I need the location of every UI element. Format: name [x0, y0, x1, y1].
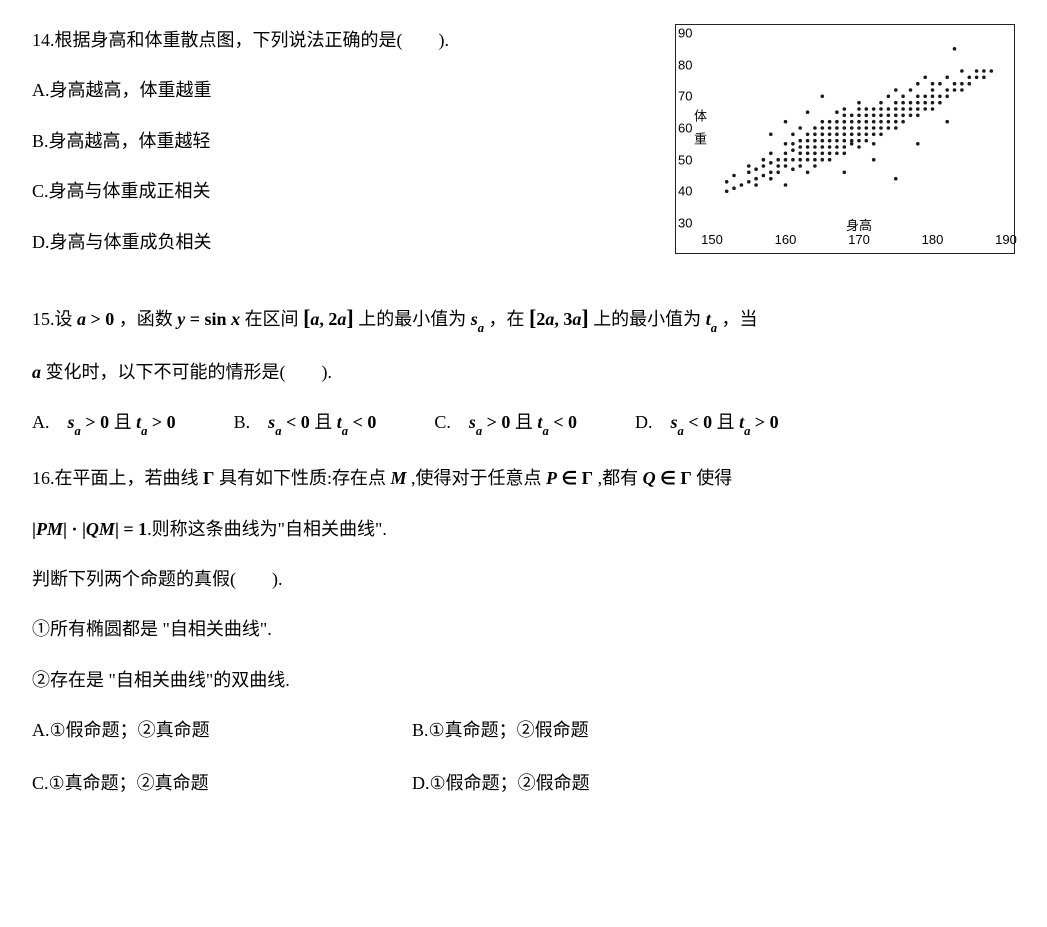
- q15-int2-r: ]: [581, 305, 588, 330]
- q16-qm: QM: [86, 519, 115, 539]
- q16-stem-line1: 16.在平面上，若曲线 Γ 具有如下性质:存在点 M ,使得对于任意点 P ∈ …: [32, 462, 1015, 494]
- q16-p2: ②存在是 "自相关曲线"的双曲线.: [32, 664, 1015, 696]
- q15-a-expr: sa > 0 且 ta > 0: [68, 412, 176, 432]
- q16-abs2c: |: [115, 519, 119, 539]
- q15-option-d: D. sa < 0 且 ta > 0: [635, 406, 779, 440]
- q16-m: M: [390, 468, 406, 488]
- q16-abs1c: |: [63, 519, 67, 539]
- q16-judge: 判断下列两个命题的真假( ).: [32, 563, 1015, 595]
- q14-options: A.身高越高，体重越重 B.身高越高，体重越轻 C.身高与体重成正相关 D.身高…: [32, 74, 655, 258]
- q16-option-a: A.①假命题；②真命题: [32, 714, 392, 746]
- q16-dot: ·: [71, 519, 77, 539]
- q15-sa: sa: [471, 309, 484, 329]
- q16-p: P: [546, 468, 557, 488]
- q16-in1: ∈: [561, 468, 577, 488]
- question-15: 15.设 a > 0 ，函数 y = sin x 在区间 [a, 2a] 上的最…: [32, 298, 1015, 440]
- q15-int1-r: ]: [346, 305, 353, 330]
- q16-pm: PM: [36, 519, 63, 539]
- q15-int2-c: 2a, 3a: [536, 309, 581, 329]
- q14-option-a: A.身高越高，体重越重: [32, 74, 655, 106]
- q16-options: A.①假命题；②真命题 B.①真命题；②假命题 C.①真命题；②真命题 D.①假…: [32, 714, 1015, 799]
- q16-number: 16.: [32, 468, 55, 488]
- q15-p1: 设: [55, 309, 73, 329]
- q16-p1: ①所有椭圆都是 "自相关曲线".: [32, 613, 1015, 645]
- q16-gamma3: Γ: [680, 468, 691, 488]
- q15-p6: 上的最小值为: [593, 309, 701, 329]
- q16-l1d: ,都有: [598, 468, 639, 488]
- q15-b-expr: sa < 0 且 ta < 0: [268, 412, 376, 432]
- question-14: 14.根据身高和体重散点图，下列说法正确的是( ). A.身高越高，体重越重 B…: [32, 24, 1015, 276]
- q15-func: y = sin x: [177, 309, 240, 329]
- q14-chart-wrap: 30405060708090150160170180190体重身高: [675, 24, 1015, 254]
- q15-p5: ，在: [489, 309, 525, 329]
- q16-l1a: 在平面上，若曲线: [55, 468, 199, 488]
- q16-q: Q: [643, 468, 656, 488]
- q16-stem-line2: |PM| · |QM| = 1.则称这条曲线为"自相关曲线".: [32, 513, 1015, 545]
- q15-p7: ，当: [722, 309, 758, 329]
- q15-options: A. sa > 0 且 ta > 0 B. sa < 0 且 ta < 0 C.…: [32, 406, 1015, 440]
- q16-option-d: D.①假命题；②假命题: [412, 767, 772, 799]
- q14-option-d: D.身高与体重成负相关: [32, 226, 655, 258]
- q15-option-b: B. sa < 0 且 ta < 0: [234, 406, 377, 440]
- q16-eq1: = 1: [123, 519, 147, 539]
- q14-text: 14.根据身高和体重散点图，下列说法正确的是( ). A.身高越高，体重越重 B…: [32, 24, 655, 276]
- q15-ta: ta: [706, 309, 717, 329]
- q14-number: 14.: [32, 30, 55, 50]
- q14-option-b: B.身高越高，体重越轻: [32, 125, 655, 157]
- question-16: 16.在平面上，若曲线 Γ 具有如下性质:存在点 M ,使得对于任意点 P ∈ …: [32, 462, 1015, 799]
- q14-stem: 14.根据身高和体重散点图，下列说法正确的是( ).: [32, 24, 655, 56]
- q16-gamma1: Γ: [203, 468, 214, 488]
- q16-in2: ∈: [660, 468, 676, 488]
- q14-option-c: C.身高与体重成正相关: [32, 175, 655, 207]
- q15-stem-line1: 15.设 a > 0 ，函数 y = sin x 在区间 [a, 2a] 上的最…: [32, 298, 1015, 338]
- q15-b-pre: B.: [234, 412, 269, 432]
- q15-option-a: A. sa > 0 且 ta > 0: [32, 406, 176, 440]
- q15-agt0: a > 0: [77, 309, 114, 329]
- q15-l2-a: a: [32, 362, 41, 382]
- q15-p4: 上的最小值为: [358, 309, 466, 329]
- scatter-chart: 30405060708090150160170180190体重身高: [675, 24, 1015, 254]
- q15-p3: 在区间: [245, 309, 299, 329]
- q15-a-pre: A.: [32, 412, 68, 432]
- q16-l1c: ,使得对于任意点: [411, 468, 542, 488]
- q16-option-c: C.①真命题；②真命题: [32, 767, 392, 799]
- q15-p2: ，函数: [119, 309, 173, 329]
- q15-l2-tail: 变化时，以下不可能的情形是( ).: [46, 362, 333, 382]
- q15-stem-line2: a 变化时，以下不可能的情形是( ).: [32, 356, 1015, 388]
- q15-int1-c: a, 2a: [310, 309, 346, 329]
- q16-l1e: 使得: [696, 468, 732, 488]
- q16-l1b: 具有如下性质:存在点: [219, 468, 386, 488]
- q16-l2tail: .则称这条曲线为"自相关曲线".: [147, 519, 387, 539]
- q15-option-c: C. sa > 0 且 ta < 0: [434, 406, 577, 440]
- q16-option-b: B.①真命题；②假命题: [412, 714, 772, 746]
- q15-d-pre: D.: [635, 412, 671, 432]
- q15-d-expr: sa < 0 且 ta > 0: [671, 412, 779, 432]
- q14-stem-text: 根据身高和体重散点图，下列说法正确的是( ).: [55, 30, 450, 50]
- q15-c-pre: C.: [434, 412, 469, 432]
- q15-number: 15.: [32, 309, 55, 329]
- q16-gamma2: Γ: [582, 468, 593, 488]
- q15-c-expr: sa > 0 且 ta < 0: [469, 412, 577, 432]
